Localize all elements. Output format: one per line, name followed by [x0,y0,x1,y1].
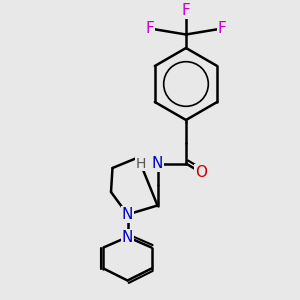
Text: F: F [146,21,154,36]
Text: F: F [182,3,190,18]
Text: N: N [152,156,163,171]
Text: H: H [135,157,146,170]
Text: O: O [195,165,207,180]
Text: F: F [218,21,226,36]
Text: N: N [122,207,133,222]
Text: N: N [122,230,133,244]
